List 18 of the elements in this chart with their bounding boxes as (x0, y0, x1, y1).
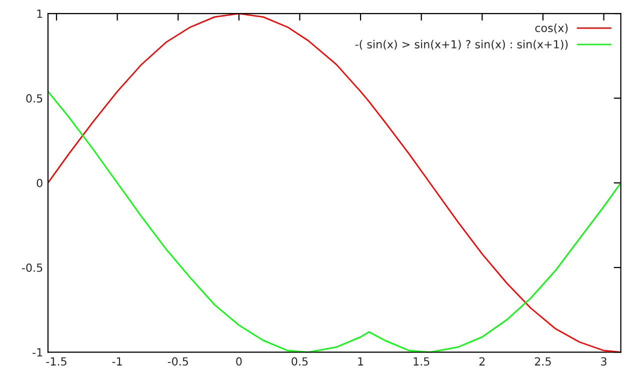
y-tick-label: 1 (37, 10, 42, 18)
x-tick-label: 1 (358, 357, 364, 366)
y-tick-label: -1 (32, 348, 42, 356)
legend-label: cos(x) (535, 24, 568, 34)
y-tick-label: -0.5 (22, 263, 42, 272)
x-tick-label: -1.5 (46, 357, 66, 366)
x-tick-label: 0 (236, 357, 242, 366)
y-tick-label: 0.5 (26, 94, 42, 103)
x-tick-label: 2.5 (534, 357, 551, 366)
x-tick-label: 1.5 (414, 357, 430, 366)
y-tick-label: 0 (36, 178, 42, 188)
legend-label: -( sin(x) > sin(x+1) ? sin(x) : sin(x+1)) (355, 40, 568, 50)
x-tick-label: -1 (112, 357, 122, 366)
x-tick-label: -0.5 (168, 357, 188, 366)
x-tick-label: 0.5 (292, 357, 308, 366)
x-tick-label: 2 (479, 357, 485, 366)
x-tick-label: 3 (601, 357, 606, 366)
line-series (48, 14, 621, 352)
